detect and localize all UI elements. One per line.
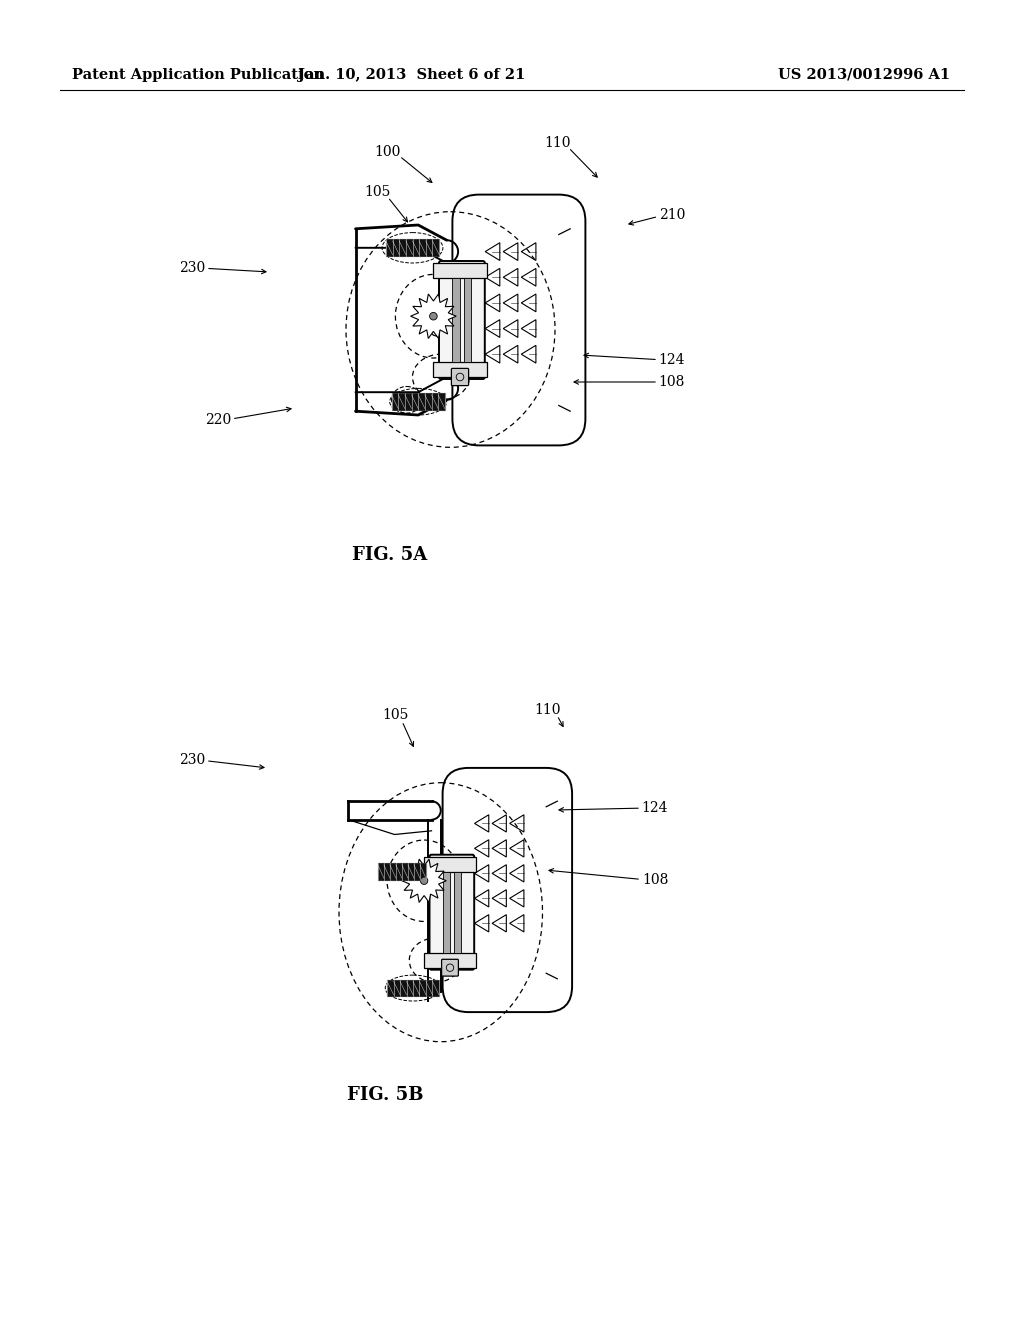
Text: 220: 220 xyxy=(205,413,231,426)
Bar xyxy=(378,863,426,880)
Bar xyxy=(433,362,486,378)
Text: 110: 110 xyxy=(545,136,571,150)
Polygon shape xyxy=(411,294,457,338)
Text: 108: 108 xyxy=(642,873,669,887)
Ellipse shape xyxy=(430,313,437,319)
Text: Patent Application Publication: Patent Application Publication xyxy=(72,69,324,82)
Ellipse shape xyxy=(421,876,428,884)
Text: FIG. 5B: FIG. 5B xyxy=(347,1086,423,1104)
FancyBboxPatch shape xyxy=(441,960,459,975)
FancyBboxPatch shape xyxy=(479,222,559,418)
Text: 100: 100 xyxy=(375,145,401,158)
Bar xyxy=(453,279,460,362)
FancyBboxPatch shape xyxy=(439,261,484,379)
FancyBboxPatch shape xyxy=(452,368,469,385)
Text: 105: 105 xyxy=(382,708,409,722)
FancyBboxPatch shape xyxy=(469,793,546,986)
Text: 108: 108 xyxy=(658,375,685,389)
Bar xyxy=(387,979,439,997)
Text: 124: 124 xyxy=(658,352,685,367)
Text: 110: 110 xyxy=(535,704,561,717)
FancyBboxPatch shape xyxy=(453,194,586,445)
Text: Jan. 10, 2013  Sheet 6 of 21: Jan. 10, 2013 Sheet 6 of 21 xyxy=(298,69,525,82)
FancyBboxPatch shape xyxy=(442,768,572,1012)
Text: 124: 124 xyxy=(642,801,669,814)
Text: US 2013/0012996 A1: US 2013/0012996 A1 xyxy=(778,69,950,82)
Bar xyxy=(442,871,450,953)
Polygon shape xyxy=(401,859,446,903)
Bar xyxy=(391,393,444,411)
Text: 230: 230 xyxy=(179,752,205,767)
Bar xyxy=(433,263,486,279)
Bar xyxy=(424,953,476,968)
Bar xyxy=(424,857,476,871)
Bar xyxy=(464,279,471,362)
FancyBboxPatch shape xyxy=(429,855,474,970)
Text: 210: 210 xyxy=(658,209,685,222)
Text: FIG. 5A: FIG. 5A xyxy=(352,546,428,564)
Text: 105: 105 xyxy=(365,185,391,199)
Text: 230: 230 xyxy=(179,261,205,275)
Bar xyxy=(454,871,461,953)
Bar xyxy=(386,239,439,256)
